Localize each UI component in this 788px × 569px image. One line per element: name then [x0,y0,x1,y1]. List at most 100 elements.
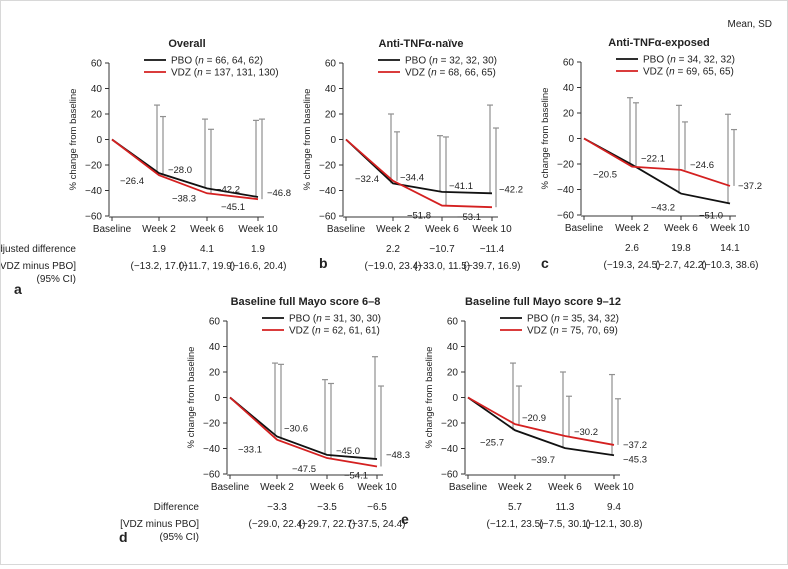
y-tick-label: 0 [568,134,574,145]
y-tick-label: 20 [563,109,575,120]
difference-value: −3.3 [267,502,287,513]
data-label-vdz: −22.1 [641,154,665,165]
data-label-pbo: −51.0 [699,211,723,222]
series-line-pbo [345,138,493,195]
x-tick-label: Week 6 [664,223,698,234]
x-tick-label: Week 10 [594,482,634,493]
difference-value: −10.7 [429,244,455,255]
series-line-vdz [583,137,731,187]
x-tick-label: Week 6 [190,224,224,235]
data-label-pbo: −20.5 [593,170,617,181]
data-label-vdz: −32.4 [355,174,379,185]
y-axis-title: % change from baseline [186,347,197,449]
legend-label-vdz: VDZ (n = 137, 131, 130) [171,68,279,79]
x-tick-label: Week 6 [425,224,459,235]
series-line-vdz [345,138,493,209]
y-tick-label: −20 [319,161,336,172]
y-tick-label: 40 [325,84,337,95]
ci-value: (−29.7, 22.7) [299,519,356,530]
data-label-vdz: −37.2 [738,181,762,192]
data-label-pbo: −48.3 [386,450,410,461]
difference-value: 2.2 [386,244,400,255]
x-tick-label: Week 2 [142,224,176,235]
panel-c: Anti-TNFα-exposed −60 −40 −20 0 20 40 60 % chang… [540,37,762,271]
ci-value: (−7.5, 30.1) [539,519,590,530]
x-tick-label: Week 6 [310,482,344,493]
y-tick-label: −20 [441,419,458,430]
panel-letter: b [319,255,328,271]
y-tick-label: 0 [96,135,102,146]
panel-title: Anti-TNFα-naïve [379,38,464,50]
note-mean-sd: Mean, SD [728,19,772,30]
row-label-vdz-minus-pbo: [VDZ minus PBO] [1,261,76,272]
y-tick-label: −60 [557,211,574,222]
y-tick-label: −60 [203,470,220,481]
y-tick-label: 60 [209,317,221,328]
y-axis-title: % change from baseline [424,347,435,449]
series-line-vdz [467,396,615,446]
panel-letter: e [401,511,409,527]
series-line-pbo [467,396,615,457]
ci-value: (−29.0, 22.4) [249,519,306,530]
data-label-vdz: −42.2 [216,184,240,195]
data-label-vdz: −46.8 [267,188,291,199]
data-label-vdz: −30.2 [574,427,598,438]
difference-value: −6.5 [367,502,387,513]
x-tick-label: Week 10 [238,224,278,235]
y-tick-label: 0 [452,393,458,404]
legend-label-vdz: VDZ (n = 62, 61, 61) [289,326,380,337]
row-label-vdz-minus-pbo-bottom: [VDZ minus PBO] [120,519,199,530]
data-label-pbo: −34.4 [400,172,424,183]
ci-value: (−39.7, 16.9) [464,261,521,272]
y-axis-title: % change from baseline [302,89,313,191]
y-tick-label: 60 [325,59,337,70]
y-tick-label: 40 [447,342,459,353]
difference-value: −3.5 [317,502,337,513]
x-tick-label: Week 2 [376,224,410,235]
series-line-pbo [229,396,378,460]
data-label-pbo: −45.0 [336,446,360,457]
y-tick-label: −20 [85,161,102,172]
ci-value: (−12.1, 23.5) [487,519,544,530]
y-tick-label: 20 [91,110,103,121]
x-tick-label: Baseline [327,224,366,235]
row-label-ci: (95% CI) [37,274,76,285]
panel-letter: d [119,529,128,545]
x-tick-label: Week 2 [260,482,294,493]
series-line-vdz [229,396,378,468]
y-tick-label: 60 [563,58,575,69]
x-tick-label: Baseline [93,224,132,235]
data-label-vdz: −33.1 [238,445,262,456]
ci-value: (−12.1, 30.8) [586,519,643,530]
y-tick-label: 20 [325,110,337,121]
panel-letter: c [541,255,549,271]
panel-a: Overall −60 −40 −20 0 20 40 60 % change from bas… [14,38,291,297]
y-tick-label: −60 [319,212,336,223]
legend-label-pbo: PBO (n = 66, 64, 62) [171,56,263,67]
data-label-pbo: −39.7 [531,455,555,466]
x-tick-label: Week 10 [357,482,397,493]
ci-value: (−33.0, 11.5) [414,261,470,272]
legend-label-vdz: VDZ (n = 75, 70, 69) [527,326,618,337]
y-tick-label: 0 [330,135,336,146]
panel-title: Anti-TNFα-exposed [608,37,709,49]
y-tick-label: 0 [214,393,220,404]
difference-value: 9.4 [607,502,621,513]
data-label-vdz: −28.0 [168,165,192,176]
difference-value: −11.4 [480,244,505,255]
data-label-vdz: −53.1 [457,212,481,223]
ci-value: (−13.2, 17.0) [131,261,188,272]
difference-value: 14.1 [720,243,740,254]
y-tick-label: 40 [563,83,575,94]
legend-label-vdz: VDZ (n = 69, 65, 65) [643,67,734,78]
panel-letter: a [14,281,22,297]
panel-title: Baseline full Mayo score 6–8 [231,296,381,308]
data-label-vdz: −24.6 [690,160,714,171]
data-label-pbo: −38.3 [172,193,196,204]
data-label-vdz: −37.2 [623,440,647,451]
x-tick-label: Week 2 [615,223,649,234]
difference-value: 1.9 [251,244,265,255]
legend-label-pbo: PBO (n = 32, 32, 30) [405,56,497,67]
